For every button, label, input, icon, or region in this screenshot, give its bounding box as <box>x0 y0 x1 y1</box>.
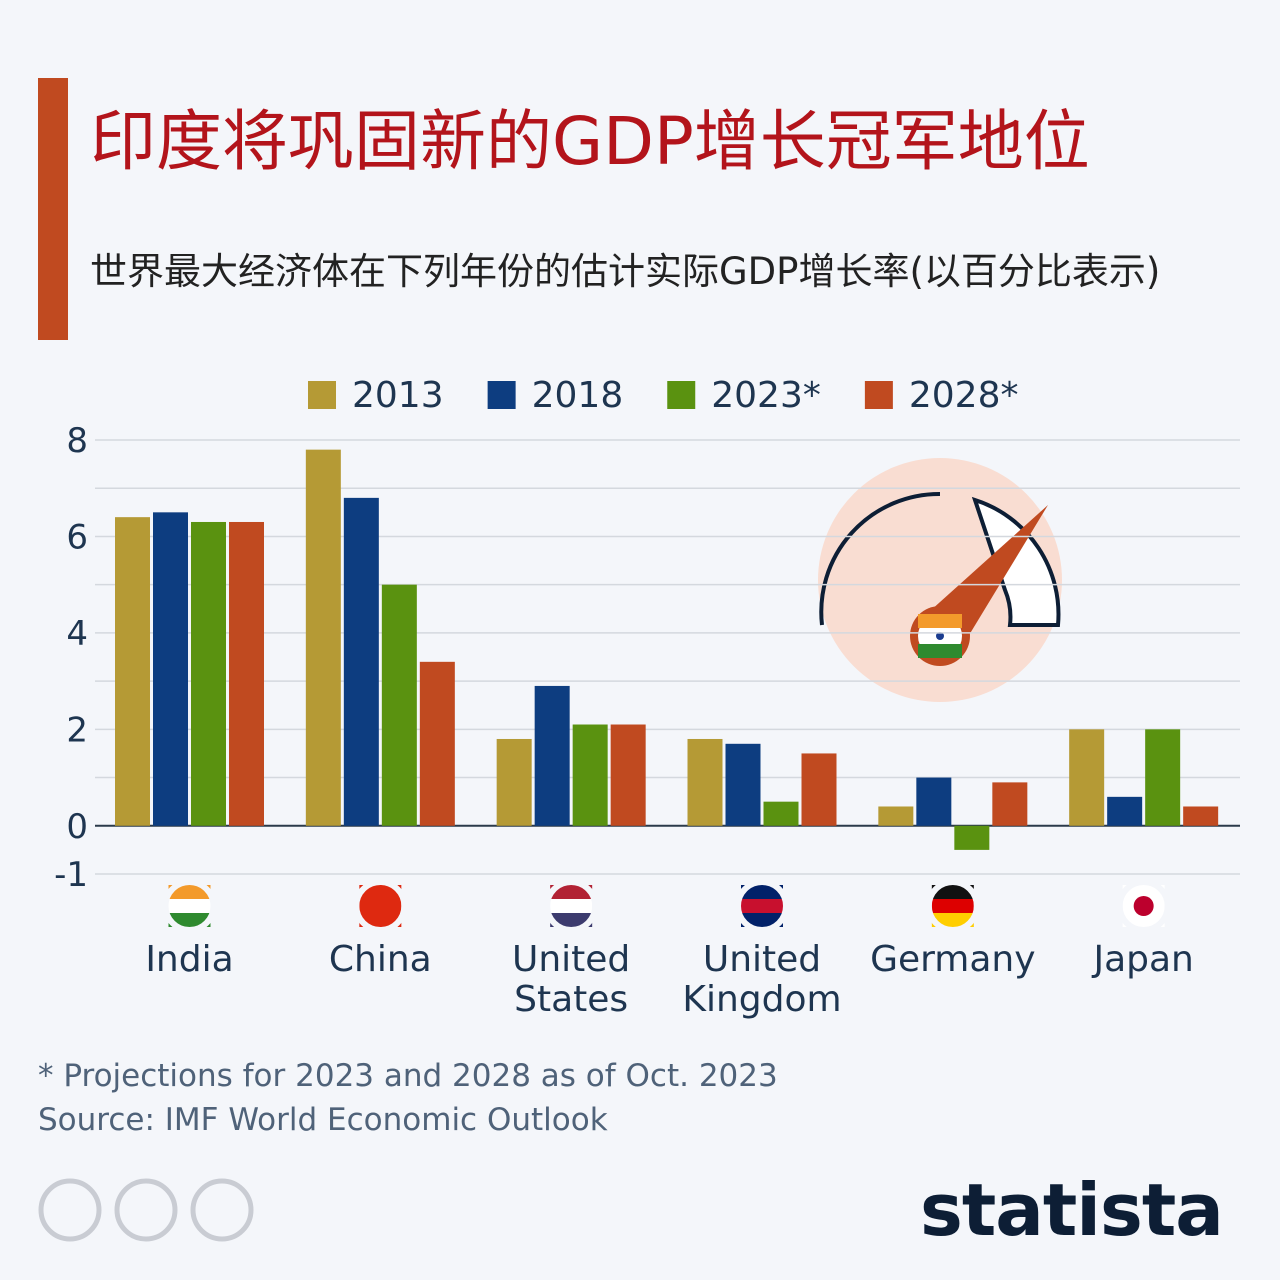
y-tick-label: 4 <box>66 614 88 654</box>
bar <box>496 738 532 826</box>
bar <box>992 782 1028 826</box>
y-tick-label: 2 <box>66 710 88 750</box>
source: Source: IMF World Economic Outlook <box>38 1102 608 1138</box>
flag-stripe <box>550 899 593 913</box>
brand-logo: statista <box>920 1168 1224 1252</box>
flag <box>162 879 217 933</box>
bar <box>305 449 341 826</box>
x-tick-label: Japan <box>1093 939 1194 980</box>
flag-ring <box>544 879 599 933</box>
bar <box>763 801 799 826</box>
bar <box>115 517 150 826</box>
legend-label: 2028* <box>909 375 1019 416</box>
bar <box>725 743 761 826</box>
x-tick-label: Germany <box>870 939 1036 980</box>
flag-stripe <box>359 913 402 927</box>
y-tick-label: 8 <box>66 421 88 461</box>
flag <box>353 879 408 933</box>
bar <box>916 777 952 826</box>
bar <box>687 738 723 826</box>
flag-stripe <box>1122 885 1165 899</box>
flag-stripe <box>741 913 783 927</box>
flag-stripe <box>931 899 974 913</box>
flag-stripe <box>741 885 783 899</box>
flag-stripe <box>931 885 974 899</box>
gauge-illustration <box>818 458 1062 702</box>
chart-title: 印度将巩固新的GDP增长冠军地位 <box>90 103 1090 180</box>
bar <box>153 512 188 826</box>
x-tick-label: United States <box>512 939 631 1020</box>
legend-label: 2023* <box>711 375 821 416</box>
flag-ring <box>1116 879 1171 933</box>
flag-stripe <box>550 885 593 899</box>
flag <box>1116 879 1171 933</box>
flag-stripe <box>741 899 783 913</box>
flag-ring <box>925 879 980 933</box>
y-tick-label: 0 <box>66 807 88 847</box>
flag-stripe <box>1122 913 1165 927</box>
legend-swatch <box>667 381 696 409</box>
flag <box>544 879 599 933</box>
flag <box>735 879 789 933</box>
legend-label: 2013 <box>352 375 444 416</box>
x-tick-label: India <box>145 939 234 980</box>
bar <box>1183 806 1219 826</box>
flag-stripe <box>359 899 402 913</box>
bar <box>534 685 570 826</box>
bar <box>572 724 608 826</box>
flag <box>925 879 980 933</box>
x-tick-label: United Kingdom <box>682 939 842 1020</box>
legend-swatch <box>864 381 893 409</box>
cc-icons <box>38 1178 254 1242</box>
accent-bar <box>38 78 68 340</box>
chart-subtitle: 世界最大经济体在下列年份的估计实际GDP增长率(以百分比表示) <box>90 250 1161 293</box>
bar <box>343 497 379 826</box>
flag-stripe <box>931 913 974 927</box>
flag-stripe <box>359 885 402 899</box>
legend-swatch <box>308 381 336 409</box>
flag-stripe <box>168 913 211 927</box>
bar <box>954 825 990 850</box>
flag-ring <box>735 879 789 933</box>
bar <box>1107 796 1143 826</box>
footnote: * Projections for 2023 and 2028 as of Oc… <box>38 1058 778 1094</box>
y-tick-label: -1 <box>54 855 88 895</box>
flag-stripe <box>168 885 211 899</box>
bar <box>419 661 455 826</box>
bar <box>1145 729 1181 826</box>
legend-label: 2018 <box>532 375 624 416</box>
flag-ring <box>162 879 217 933</box>
legend-swatch <box>487 381 516 409</box>
bar <box>801 753 837 826</box>
bar <box>381 584 417 826</box>
bar <box>1069 729 1105 826</box>
bar <box>229 521 264 826</box>
y-tick-label: 6 <box>66 517 88 557</box>
x-tick-label: China <box>328 939 432 980</box>
flag-stripe <box>168 899 211 913</box>
bar <box>878 806 914 826</box>
bar <box>191 521 226 826</box>
bar <box>610 724 646 826</box>
flag-stripe <box>550 913 593 927</box>
flag-ring <box>353 879 408 933</box>
flag-sun <box>1133 896 1154 916</box>
